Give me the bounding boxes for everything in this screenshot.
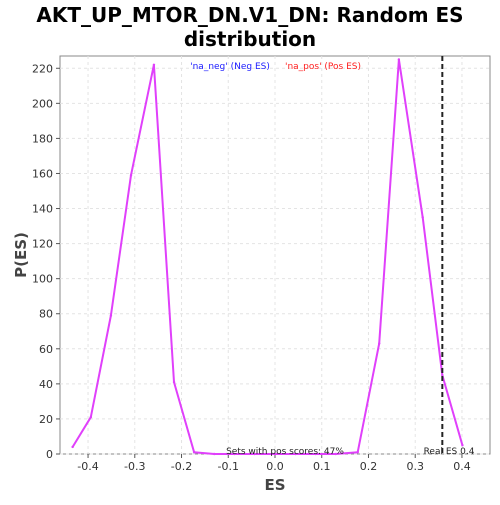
legend-entry-neg: 'na_neg' (Neg ES) — [190, 62, 270, 72]
data-point — [356, 451, 359, 454]
x-axis-ticks: -0.4 -0.3 -0.2 -0.1 0.0 0.1 0.2 0.3 0.4 — [77, 454, 471, 473]
data-point — [213, 452, 216, 456]
x-tick-label: 0.0 — [266, 460, 284, 473]
y-tick-label: 60 — [39, 343, 53, 356]
data-point — [378, 342, 381, 345]
x-tick-label: -0.3 — [124, 460, 145, 473]
data-point — [441, 373, 444, 377]
data-point — [253, 452, 256, 456]
x-tick-label: 0.2 — [360, 460, 378, 473]
x-tick-label: 0.4 — [453, 460, 471, 473]
chart-title-line2: distribution — [184, 27, 316, 51]
chart-title-line1: AKT_UP_MTOR_DN.V1_DN: Random ES — [36, 3, 463, 27]
x-tick-label: 0.1 — [313, 460, 331, 473]
legend-entry-pos: 'na_pos' (Pos ES) — [285, 62, 361, 72]
data-point — [461, 444, 464, 447]
data-point — [314, 452, 317, 456]
y-tick-label: 20 — [39, 413, 53, 426]
y-tick-label: 200 — [32, 97, 53, 110]
data-point — [233, 452, 236, 456]
y-tick-label: 180 — [32, 132, 53, 145]
x-tick-label: -0.4 — [77, 460, 98, 473]
data-point — [192, 451, 196, 454]
data-point — [89, 415, 93, 419]
grid — [60, 56, 490, 455]
data-point — [109, 314, 113, 317]
series-layer — [71, 58, 464, 456]
data-point — [129, 174, 133, 177]
real-es-label: Real ES 0.4 — [424, 447, 475, 457]
y-tick-label: 220 — [32, 62, 53, 75]
data-point — [71, 445, 74, 449]
data-point — [273, 452, 277, 456]
y-axis-ticks: 0 20 40 60 80 100 120 140 160 180 200 220 — [32, 62, 60, 461]
data-point — [397, 58, 401, 61]
x-axis-label: ES — [264, 476, 285, 494]
y-tick-label: 120 — [32, 238, 53, 251]
es-distribution-line — [71, 58, 464, 455]
data-point — [421, 216, 424, 219]
x-tick-label: -0.2 — [171, 460, 192, 473]
y-axis-label: P(ES) — [12, 232, 30, 278]
data-point — [294, 452, 297, 456]
data-point — [334, 452, 337, 456]
y-tick-label: 140 — [32, 203, 53, 216]
y-tick-label: 100 — [32, 273, 53, 286]
data-point — [172, 380, 176, 384]
y-tick-label: 160 — [32, 167, 53, 180]
data-point — [152, 63, 156, 66]
y-tick-label: 80 — [39, 308, 53, 321]
pos-scores-annotation: Sets with pos scores: 47% — [226, 447, 344, 457]
y-tick-label: 0 — [46, 448, 53, 461]
x-tick-label: 0.3 — [406, 460, 424, 473]
y-tick-label: 40 — [39, 378, 53, 391]
x-tick-label: -0.1 — [218, 460, 239, 473]
